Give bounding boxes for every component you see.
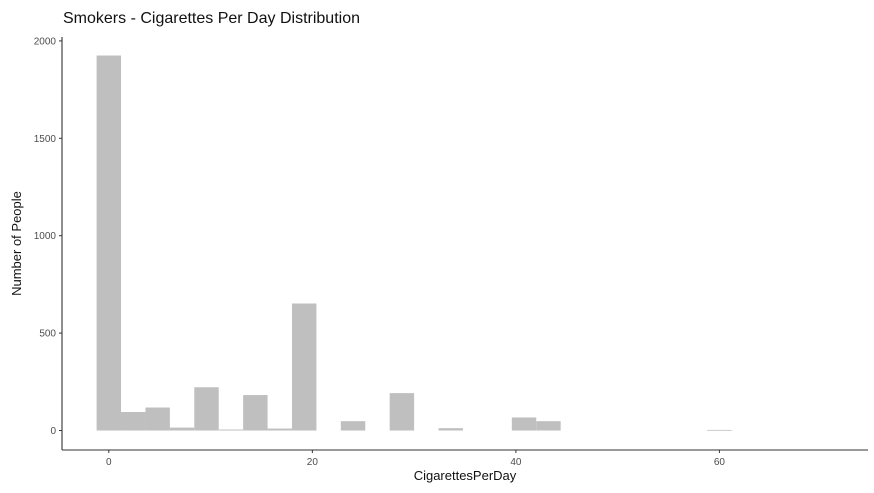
x-tick-label: 40	[510, 457, 522, 468]
histogram-bar-7	[267, 428, 292, 431]
histogram-bar-6	[243, 395, 268, 431]
bars-layer	[96, 55, 732, 431]
x-tick-label: 0	[106, 457, 112, 468]
histogram-bar-1	[121, 412, 146, 431]
histogram-bar-5	[218, 429, 244, 431]
y-tick-label: 0	[50, 426, 56, 437]
histogram-bar-12	[511, 417, 537, 431]
histogram-bar-11	[438, 428, 463, 431]
histogram-bar-4	[194, 387, 219, 431]
x-axis-title: CigarettesPerDay	[414, 468, 517, 483]
histogram-bar-2	[145, 407, 170, 431]
y-axis-title: Number of People	[9, 191, 24, 296]
histogram-bar-9	[340, 421, 366, 431]
x-tick-label: 60	[714, 457, 726, 468]
y-tick-label: 1000	[34, 231, 57, 242]
histogram-bar-13	[536, 421, 561, 431]
x-tick-label: 20	[307, 457, 319, 468]
y-tick-label: 500	[39, 329, 56, 340]
histogram-bar-8	[291, 303, 317, 431]
y-tick-label: 1500	[34, 134, 57, 145]
y-tick-label: 2000	[34, 36, 57, 47]
histogram-bar-10	[389, 393, 415, 431]
histogram-bar-14	[707, 429, 732, 431]
histogram-bar-3	[169, 427, 195, 431]
x-ticks-layer: 0 20 40 60	[106, 450, 725, 468]
y-ticks-layer: 0 500 1000 1500 2000	[34, 36, 62, 437]
chart-title: Smokers - Cigarettes Per Day Distributio…	[63, 10, 360, 27]
histogram-bar-0	[96, 55, 122, 431]
